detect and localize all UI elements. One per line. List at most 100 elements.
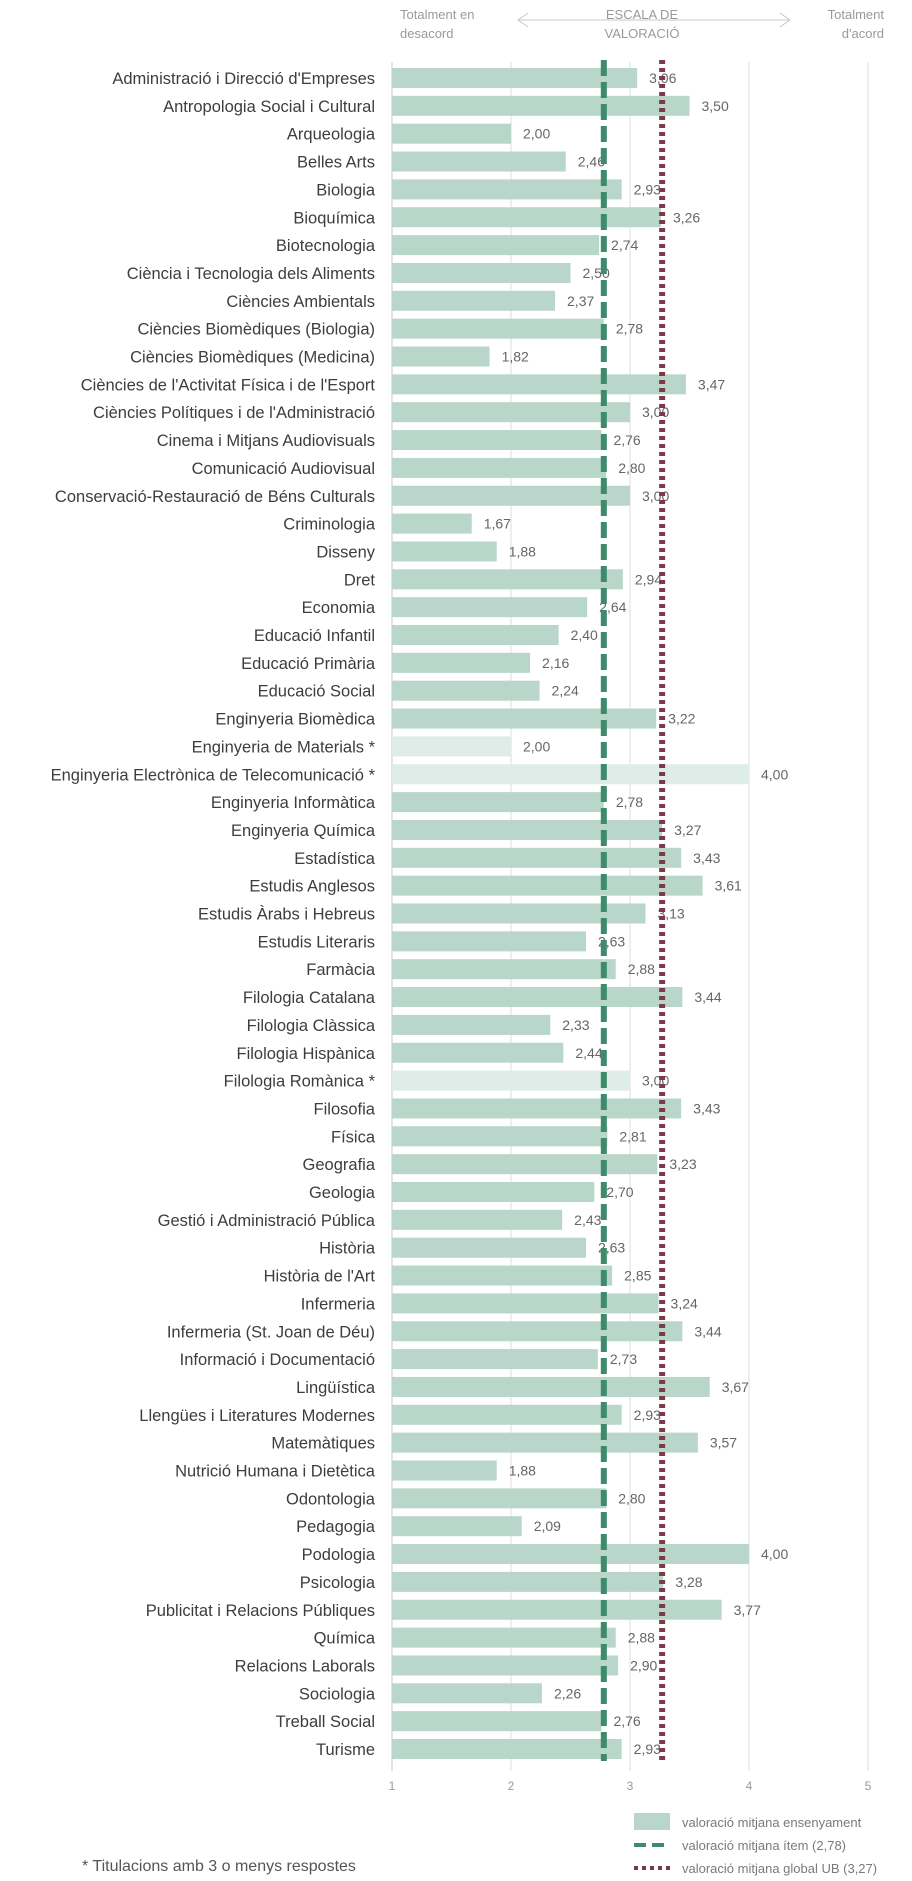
bar [392, 1544, 749, 1565]
scale-header: Totalment en desacord ESCALA DE VALORACIÓ To… [400, 7, 884, 41]
category-label: Enginyeria Electrònica de Telecomunicaci… [51, 766, 376, 784]
category-label: Química [314, 1630, 376, 1648]
category-label: Turisme [316, 1741, 375, 1759]
value-label: 2,00 [523, 738, 550, 754]
bar [392, 457, 607, 478]
category-label: Conservació-Restauració de Béns Cultural… [55, 488, 375, 506]
value-label: 3,43 [693, 850, 720, 866]
value-label: 2,94 [635, 571, 662, 587]
value-label: 1,67 [484, 516, 511, 532]
value-label: 2,09 [534, 1518, 561, 1534]
category-label: Administració i Direcció d'Empreses [112, 70, 375, 88]
value-label: 2,33 [562, 1017, 589, 1033]
category-label: Biotecnologia [276, 237, 376, 255]
value-label: 3,67 [722, 1379, 749, 1395]
scale-right-label-line1: Totalment [828, 7, 885, 22]
bar [392, 430, 602, 451]
bar [392, 513, 472, 534]
value-label: 2,16 [542, 655, 569, 671]
value-label: 2,76 [613, 1713, 640, 1729]
value-label: 3,27 [674, 822, 701, 838]
category-label: Biologia [316, 181, 376, 199]
category-label: Enginyeria Biomèdica [215, 711, 375, 729]
value-label: 2,74 [611, 237, 638, 253]
value-label: 3,44 [694, 989, 721, 1005]
bar [392, 1154, 658, 1175]
category-label: Sociologia [299, 1685, 376, 1703]
value-label: 3,00 [642, 1073, 669, 1089]
value-label: 2,70 [606, 1184, 633, 1200]
category-label: Filosofia [314, 1100, 376, 1118]
category-label: Disseny [316, 543, 375, 561]
value-label: 2,88 [628, 961, 655, 977]
category-label: Ciències Biomèdiques (Biologia) [137, 321, 375, 339]
value-label: 2,43 [574, 1212, 601, 1228]
bar [392, 1488, 607, 1509]
bar [392, 1571, 664, 1592]
bar [392, 151, 566, 172]
x-tick-label: 2 [508, 1779, 515, 1793]
scale-center-label-line1: ESCALA DE [606, 7, 679, 22]
bars [392, 68, 749, 1759]
category-label: Física [331, 1128, 376, 1146]
bar [392, 1711, 602, 1732]
value-label: 3,50 [702, 98, 729, 114]
category-label: Matemàtiques [271, 1435, 375, 1453]
value-label: 1,88 [509, 1463, 536, 1479]
value-label: 3,22 [668, 711, 695, 727]
bar [392, 903, 646, 924]
category-label: Arqueologia [287, 126, 376, 144]
bar [392, 959, 616, 980]
bar [392, 1404, 622, 1425]
value-label: 3,57 [710, 1435, 737, 1451]
bar [392, 95, 690, 116]
bar [392, 1376, 710, 1397]
category-label: Belles Arts [297, 154, 375, 172]
category-label: Ciències Polítiques i de l'Administració [93, 404, 375, 422]
value-label: 2,93 [634, 1741, 661, 1757]
category-label: Criminologia [283, 516, 376, 534]
value-label: 2,90 [630, 1657, 657, 1673]
bar [392, 179, 622, 200]
bar [392, 1599, 722, 1620]
value-label: 3,44 [694, 1323, 721, 1339]
x-tick-label: 1 [389, 1779, 396, 1793]
bar [392, 1209, 563, 1230]
bar [392, 1042, 564, 1063]
bar [392, 1070, 630, 1091]
value-label: 3,24 [671, 1295, 698, 1311]
category-label: Odontologia [286, 1490, 376, 1508]
category-label: Llengües i Literatures Modernes [139, 1407, 375, 1425]
value-label: 2,46 [578, 154, 605, 170]
value-label: 3,00 [642, 404, 669, 420]
category-labels: Administració i Direcció d'Empreses Antro… [51, 70, 376, 1759]
bar [392, 374, 686, 395]
category-label: Estudis Literaris [258, 933, 375, 951]
bar [392, 708, 657, 729]
value-label: 2,80 [618, 1490, 645, 1506]
value-label: 2,44 [575, 1045, 602, 1061]
value-label: 3,28 [675, 1574, 702, 1590]
category-label: Ciència i Tecnologia dels Aliments [127, 265, 375, 283]
category-label: Bioquímica [293, 209, 375, 227]
scale-center-label-line2: VALORACIÓ [605, 26, 680, 41]
category-label: Nutrició Humana i Dietètica [175, 1463, 376, 1481]
bar [392, 792, 604, 813]
bar [392, 625, 559, 645]
value-label: 2,40 [571, 627, 598, 643]
value-label: 2,26 [554, 1685, 581, 1701]
category-label: Ciències de l'Activitat Física i de l'Es… [81, 376, 376, 394]
bar [392, 541, 497, 562]
category-label: Educació Social [258, 683, 375, 701]
legend-label: valoració mitjana global UB (3,27) [682, 1861, 877, 1876]
category-label: Educació Primària [241, 655, 376, 673]
bar [392, 875, 703, 896]
value-label: 3,77 [734, 1602, 761, 1618]
footnote: * Titulacions amb 3 o menys respostes [82, 1858, 356, 1875]
bar [392, 1237, 586, 1258]
legend-swatch-bar [634, 1813, 670, 1830]
category-label: Podologia [302, 1546, 376, 1564]
bar [392, 764, 749, 785]
legend-label: valoració mitjana ítem (2,78) [682, 1838, 846, 1853]
bar [392, 597, 588, 618]
